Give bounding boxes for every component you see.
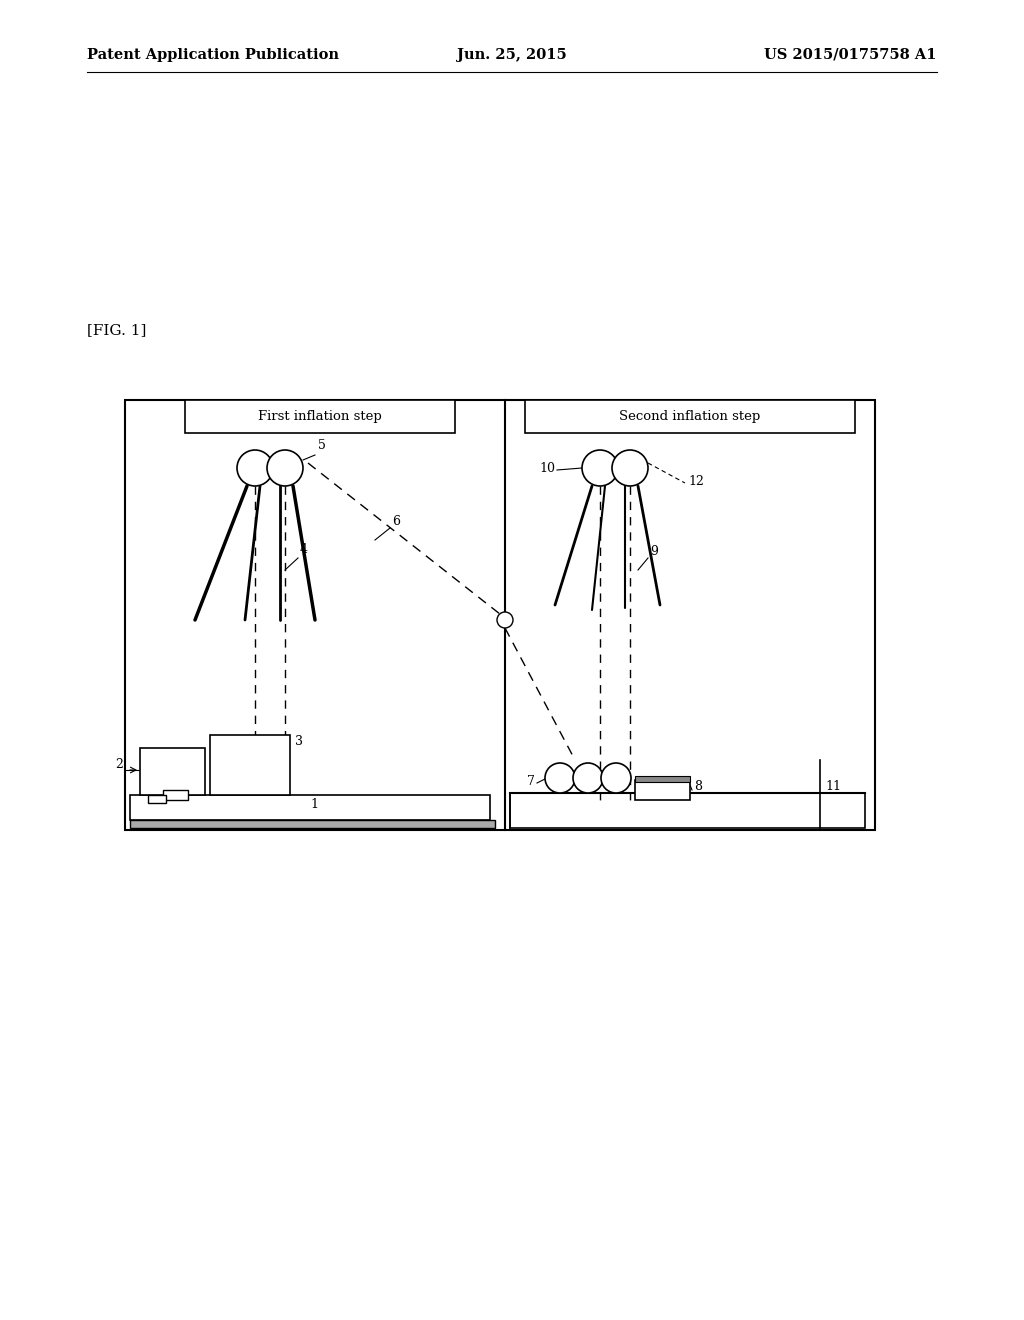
Text: Patent Application Publication: Patent Application Publication [87,48,339,62]
Bar [140,748,205,795]
Bar [525,400,855,433]
Text: 9: 9 [650,545,657,558]
Text: 10: 10 [539,462,555,475]
Bar [130,820,495,828]
Circle shape [497,612,513,628]
Bar [635,776,690,781]
Circle shape [612,450,648,486]
Bar [510,793,865,828]
Text: 7: 7 [527,775,535,788]
Bar [163,789,188,800]
Text: 2: 2 [115,758,123,771]
Text: First inflation step: First inflation step [258,411,382,422]
Bar [130,795,490,820]
Text: 11: 11 [825,780,841,793]
Circle shape [237,450,273,486]
Circle shape [601,763,631,793]
Text: 5: 5 [318,440,326,451]
Bar [185,400,455,433]
Circle shape [545,763,575,793]
Text: 4: 4 [300,543,308,556]
Text: Jun. 25, 2015: Jun. 25, 2015 [457,48,567,62]
Text: [FIG. 1]: [FIG. 1] [87,323,146,337]
Text: 8: 8 [694,780,702,793]
Circle shape [267,450,303,486]
Text: Second inflation step: Second inflation step [620,411,761,422]
Bar [210,735,290,795]
Bar [635,780,690,800]
Text: US 2015/0175758 A1: US 2015/0175758 A1 [765,48,937,62]
Text: 6: 6 [392,515,400,528]
Circle shape [573,763,603,793]
Bar [125,400,874,830]
Text: 12: 12 [688,475,703,488]
Circle shape [582,450,618,486]
Text: 1: 1 [310,799,318,810]
Bar [148,795,166,803]
Text: 3: 3 [295,735,303,748]
